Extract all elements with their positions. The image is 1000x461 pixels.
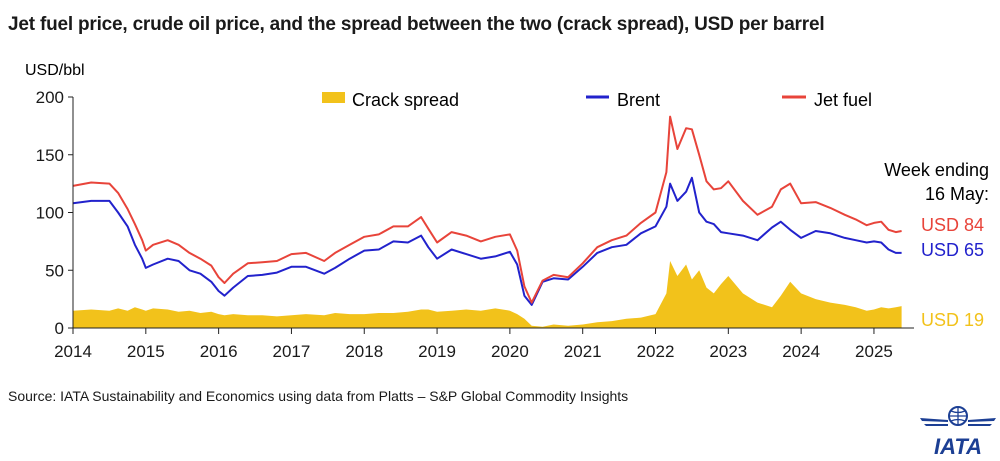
x-tick-label: 2018: [345, 342, 383, 361]
x-tick-label: 2023: [709, 342, 747, 361]
y-tick-label: 50: [45, 261, 64, 280]
y-tick-label: 100: [36, 204, 64, 223]
series-brent-line: [72, 176, 902, 306]
x-tick-label: 2017: [273, 342, 311, 361]
price-lines-layer: [72, 115, 902, 306]
x-tick-label: 2022: [637, 342, 675, 361]
annotation-date: 16 May:: [925, 184, 989, 204]
chart-canvas: 0 50 100 150 200 2014 2015 2016 2017 2018 2019 2020…: [25, 62, 989, 361]
x-tick-label: 2020: [491, 342, 529, 361]
y-axis-label: USD/bbl: [25, 62, 85, 79]
legend-label-crack-spread: Crack spread: [352, 90, 459, 110]
source-note: Source: IATA Sustainability and Economic…: [8, 388, 629, 404]
chart-title: Jet fuel price, crude oil price, and the…: [8, 14, 825, 35]
end-label-crack-spread: USD 19: [921, 310, 984, 330]
axes: 0 50 100 150 200 2014 2015 2016 2017 2018 2019 2020…: [36, 88, 914, 361]
x-tick-label: 2024: [782, 342, 820, 361]
end-label-jet-fuel: USD 84: [921, 215, 984, 235]
y-tick-label: 0: [55, 319, 64, 338]
x-tick-label: 2019: [418, 342, 456, 361]
x-tick-label: 2021: [564, 342, 602, 361]
legend-swatch-crack-spread: [322, 92, 345, 103]
y-tick-label: 200: [36, 88, 64, 107]
iata-logo: IATA: [920, 406, 996, 459]
legend: Crack spread Brent Jet fuel: [322, 90, 872, 110]
legend-label-brent: Brent: [617, 90, 660, 110]
iata-logo-text: IATA: [934, 434, 982, 459]
y-tick-label: 150: [36, 146, 64, 165]
end-label-brent: USD 65: [921, 240, 984, 260]
annotation-week-ending: Week ending: [884, 160, 989, 180]
x-tick-label: 2016: [200, 342, 238, 361]
x-tick-label: 2015: [127, 342, 165, 361]
series-jet-fuel-line: [72, 115, 902, 304]
crack-spread-area-layer: [73, 261, 902, 328]
x-tick-label: 2025: [855, 342, 893, 361]
legend-label-jet-fuel: Jet fuel: [814, 90, 872, 110]
x-tick-label: 2014: [54, 342, 92, 361]
series-crack-spread-area: [73, 261, 902, 328]
